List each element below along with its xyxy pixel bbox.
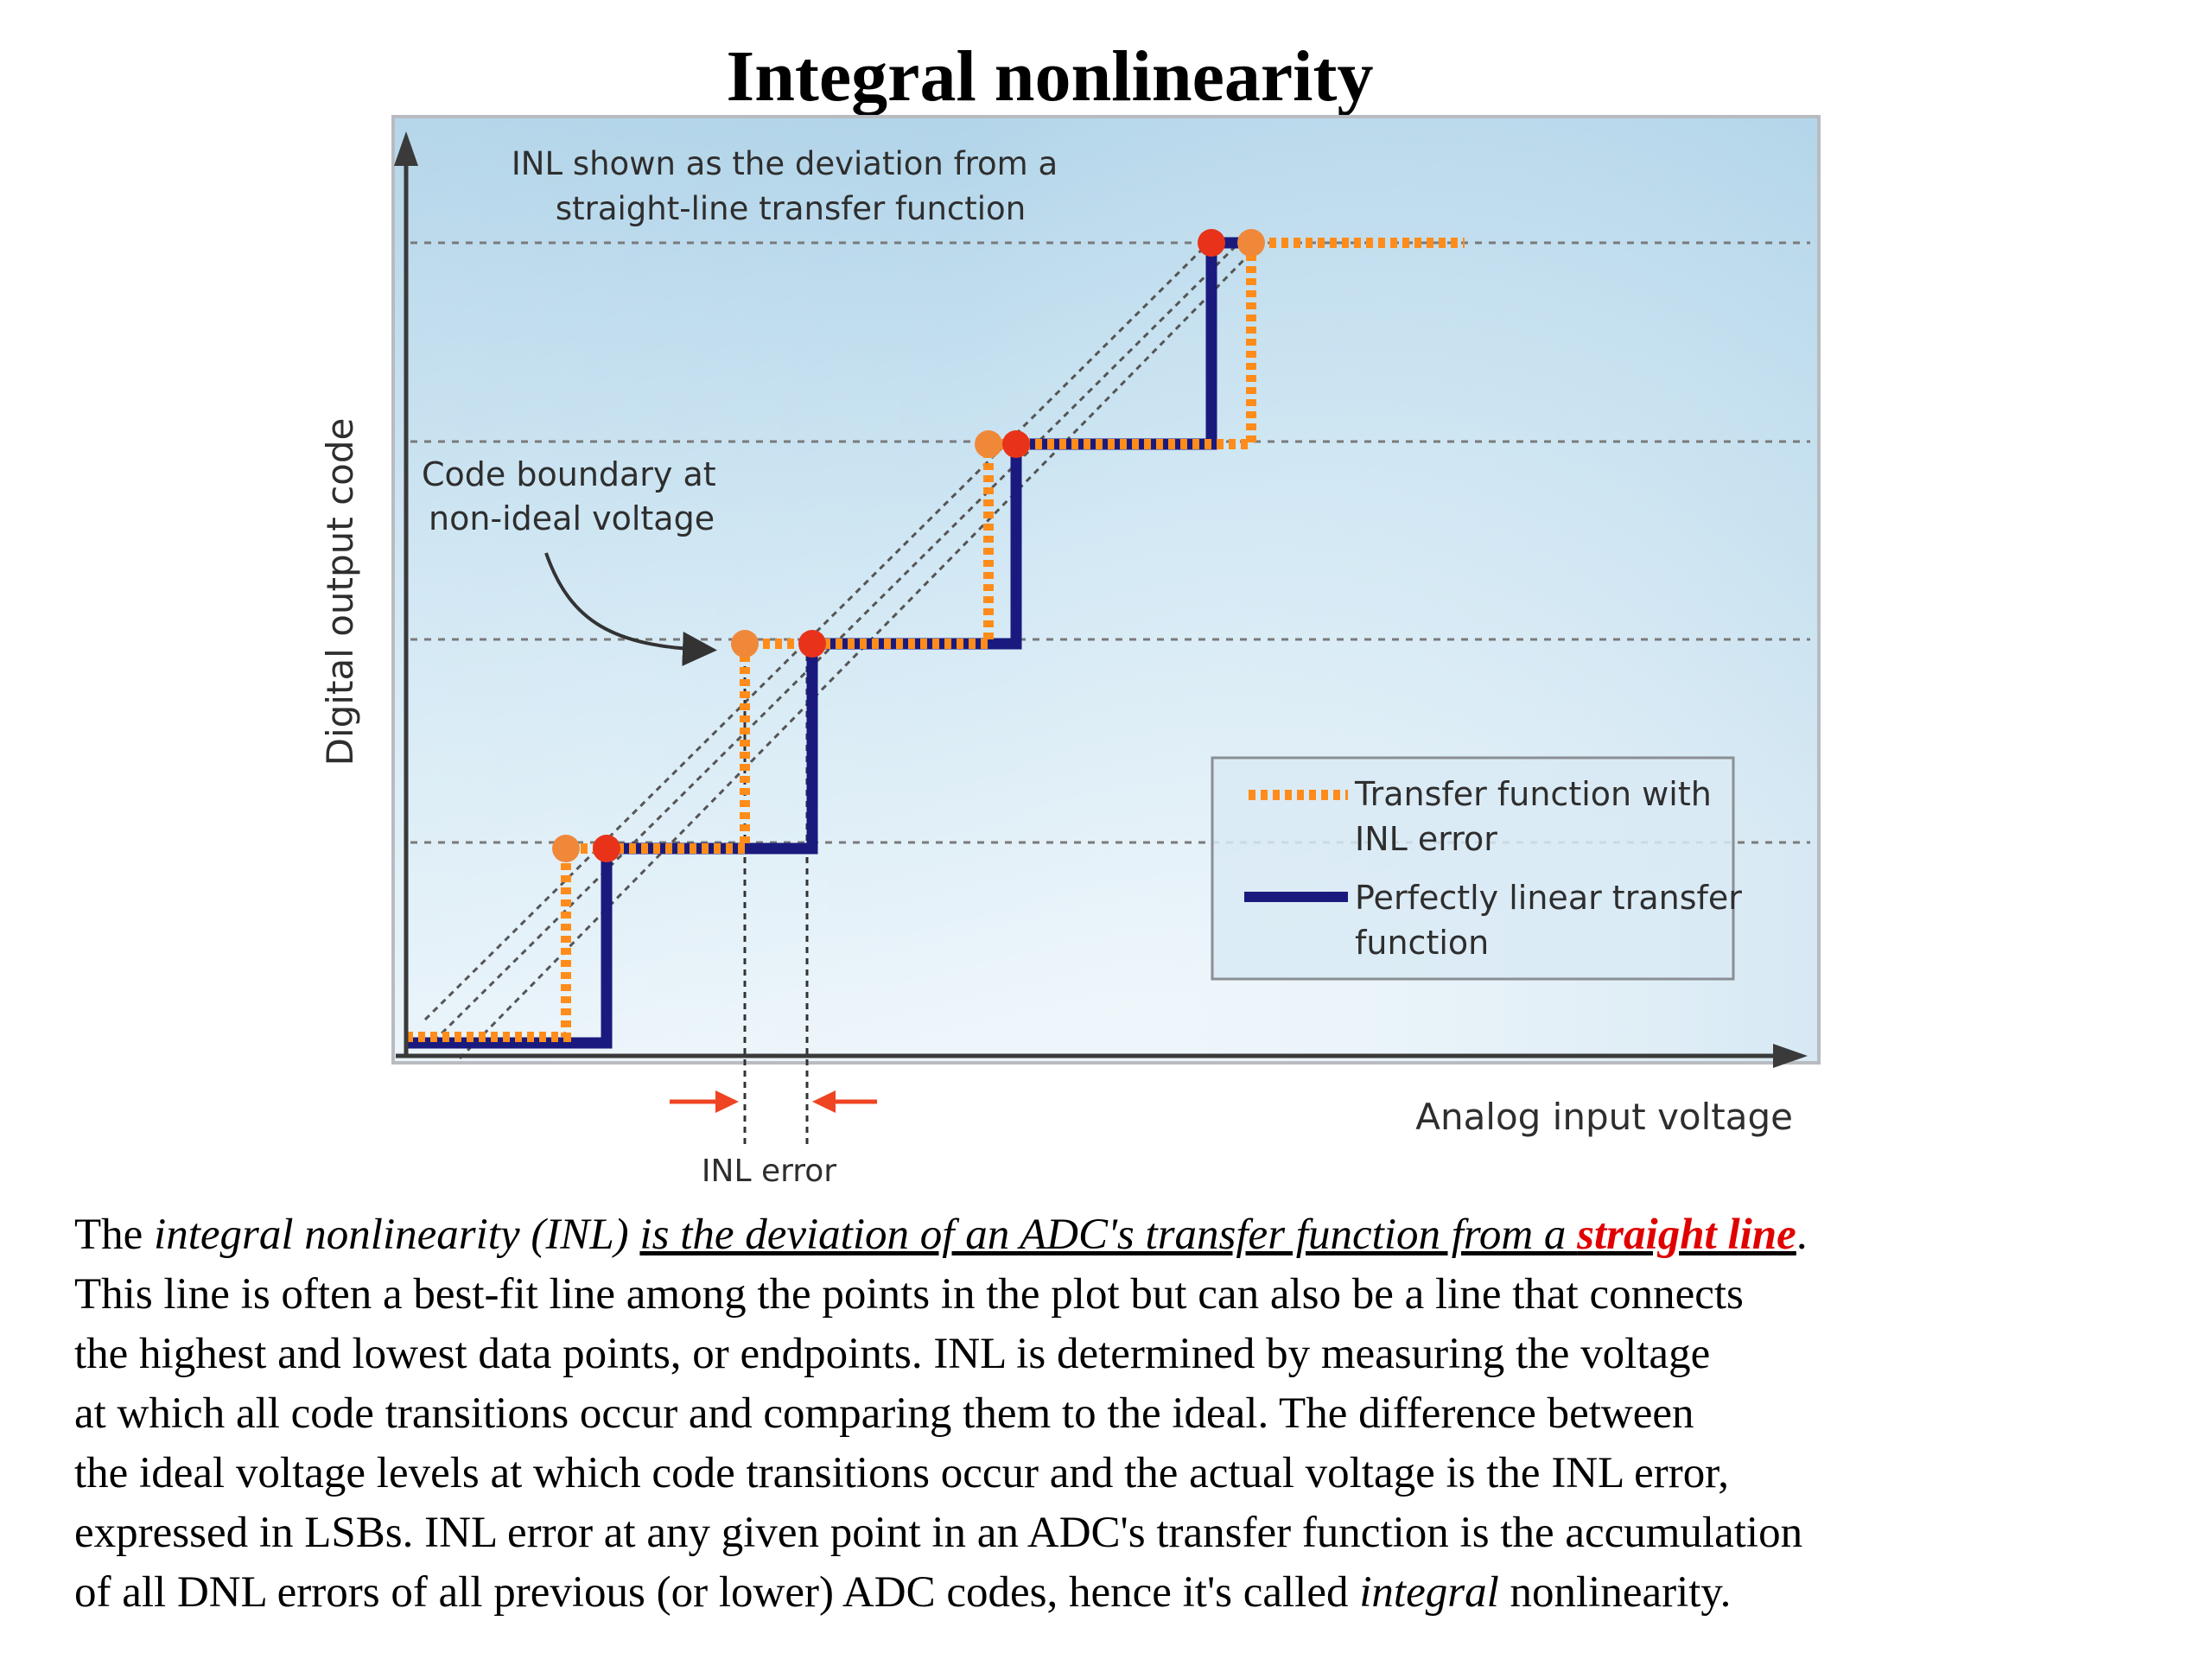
marker-inl-3	[975, 430, 1002, 458]
boundary-note-line-2: non-ideal voltage	[429, 499, 715, 537]
axes	[394, 131, 1808, 1068]
legend-inl-label-2: INL error	[1355, 820, 1497, 858]
y-axis-arrowhead	[394, 131, 418, 166]
page-title: Integral nonlinearity	[726, 36, 1374, 117]
definition-text: is the deviation of an ADC's transfer fu…	[639, 1211, 1578, 1259]
top-note-line-2: straight-line transfer function	[556, 190, 1026, 227]
x-axis-label: Analog input voltage	[1415, 1096, 1793, 1138]
inl-arrow-left-head	[715, 1090, 739, 1113]
marker-ideal-2	[798, 630, 826, 658]
legend-linear-label-1: Perfectly linear transfer	[1355, 879, 1742, 917]
marker-inl-2	[731, 630, 759, 658]
marker-ideal-4	[1198, 229, 1225, 257]
top-note-line-1: INL shown as the deviation from a	[512, 145, 1058, 182]
paragraph-line-5: the ideal voltage levels at which code t…	[74, 1449, 1729, 1497]
paragraph-line-7: of all DNL errors of all previous (or lo…	[74, 1563, 2165, 1623]
y-axis-label: Digital output code	[319, 418, 361, 766]
straight-line-references	[423, 232, 1259, 1060]
inl-error-label: INL error	[702, 1154, 836, 1189]
paragraph-line-4: at which all code transitions occur and …	[74, 1389, 1694, 1438]
straight-line-emphasis: straight line	[1577, 1211, 1796, 1259]
legend-inl-label-1: Transfer function with	[1354, 775, 1712, 813]
marker-inl-1	[552, 835, 580, 862]
callout-arrow	[544, 552, 717, 666]
text-dnl-sentence: of all DNL errors of all previous (or lo…	[74, 1568, 1360, 1617]
inl-transfer-function	[406, 238, 1465, 1042]
x-axis-arrowhead	[1773, 1044, 1808, 1068]
code-boundary-markers	[552, 229, 1265, 862]
reference-line-right	[458, 245, 1259, 1060]
text-space	[629, 1211, 640, 1259]
inl-arrow-right-head	[812, 1090, 836, 1113]
text-the: The	[74, 1211, 155, 1259]
underlined-definition: is the deviation of an ADC's transfer fu…	[639, 1211, 1796, 1259]
legend: Transfer function with INL error Perfect…	[1211, 756, 1742, 981]
boundary-note-line-1: Code boundary at	[422, 455, 716, 493]
inl-error-arrows	[670, 1090, 877, 1113]
marker-ideal-3	[1002, 430, 1030, 458]
paragraph-line-6: expressed in LSBs. INL error at any give…	[74, 1509, 1803, 1557]
paragraph-line-2: This line is often a best-fit line among…	[74, 1270, 1744, 1319]
term-integral: integral	[1359, 1568, 1499, 1617]
term-inl: integral nonlinearity (INL)	[154, 1211, 629, 1259]
paragraph-line-1: The integral nonlinearity (INL) is the d…	[74, 1205, 2165, 1265]
marker-ideal-1	[593, 835, 620, 862]
description-paragraph: The integral nonlinearity (INL) is the d…	[74, 1205, 2165, 1623]
text-nonlinearity: nonlinearity.	[1498, 1568, 1732, 1617]
text-period: .	[1796, 1211, 1808, 1259]
legend-linear-label-2: function	[1355, 924, 1489, 962]
paragraph-line-3: the highest and lowest data points, or e…	[74, 1330, 1711, 1378]
marker-inl-4	[1237, 229, 1265, 257]
inl-diagram: INL shown as the deviation from a straig…	[319, 115, 1821, 1189]
